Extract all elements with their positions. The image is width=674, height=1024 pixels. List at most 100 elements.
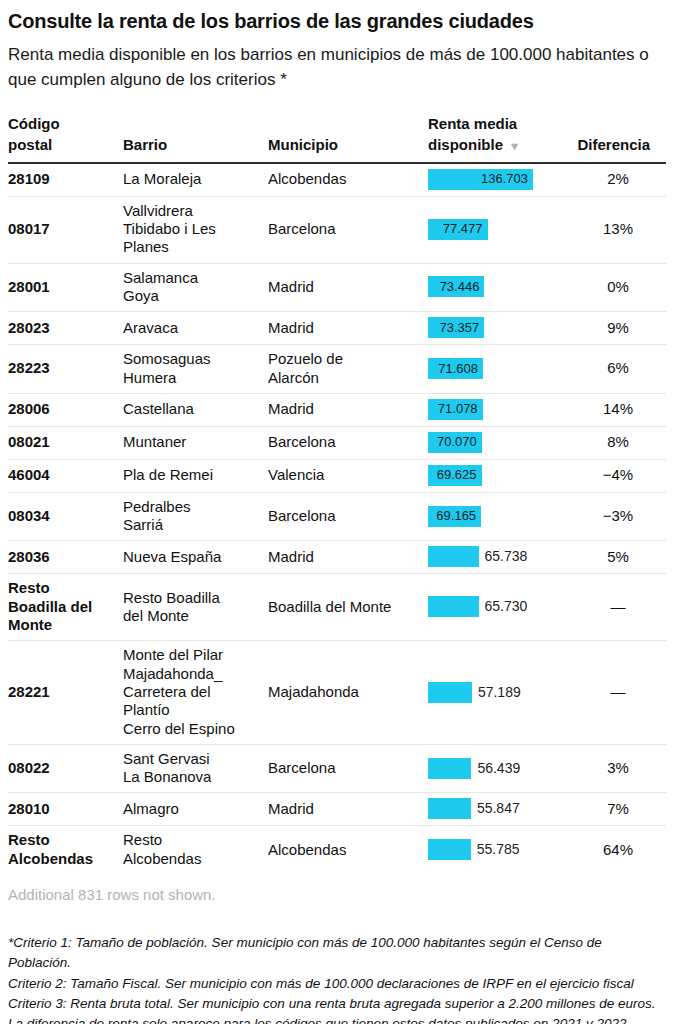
postal-code-cell: 28223 bbox=[8, 359, 123, 377]
income-table: Código postal Barrio Municipio Renta med… bbox=[8, 114, 666, 874]
table-header-row: Código postal Barrio Municipio Renta med… bbox=[8, 114, 666, 164]
municipio-cell: Boadilla del Monte bbox=[268, 598, 428, 616]
income-value-outside: 55.847 bbox=[477, 800, 520, 817]
income-bar: 136.703 bbox=[428, 169, 533, 190]
income-bar-cell: 65.738 bbox=[428, 546, 558, 567]
difference-cell: 5% bbox=[558, 548, 666, 566]
table-row: 28109 La Moraleja Alcobendas 136.703 2% bbox=[8, 164, 666, 196]
municipio-cell: Madrid bbox=[268, 800, 428, 818]
footnote-diferencia: La diferencia de renta solo aparece para… bbox=[8, 1014, 666, 1024]
barrio-cell: Resto Alcobendas bbox=[123, 831, 268, 868]
income-bar bbox=[428, 546, 479, 567]
chart-subtitle: Renta media disponible en los barrios en… bbox=[8, 43, 653, 92]
income-value-inside: 69.165 bbox=[436, 508, 481, 524]
column-header-renta-sortable[interactable]: Renta media disponible ▼ bbox=[428, 114, 558, 155]
difference-cell: 64% bbox=[558, 841, 666, 859]
income-bar-cell: 70.070 bbox=[428, 432, 558, 453]
barrio-cell: Salamanca Goya bbox=[123, 269, 268, 306]
difference-cell: −3% bbox=[558, 507, 666, 525]
income-bar: 69.625 bbox=[428, 465, 482, 486]
income-value-outside: 65.738 bbox=[485, 548, 528, 565]
barrio-cell: La Moraleja bbox=[123, 170, 268, 188]
income-value-inside: 73.357 bbox=[440, 320, 485, 336]
income-bar-cell: 77.477 bbox=[428, 219, 558, 240]
municipio-cell: Madrid bbox=[268, 400, 428, 418]
postal-code-cell: 08017 bbox=[8, 220, 123, 238]
municipio-cell: Pozuelo de Alarcón bbox=[268, 350, 428, 387]
postal-code-cell: 46004 bbox=[8, 466, 123, 484]
municipio-cell: Majadahonda bbox=[268, 683, 428, 701]
column-header-diferencia: Diferencia bbox=[558, 135, 666, 155]
income-value-outside: 57.189 bbox=[478, 684, 521, 701]
income-value-inside: 77.477 bbox=[443, 221, 488, 237]
income-bar-cell: 56.439 bbox=[428, 758, 558, 779]
income-bar-cell: 57.189 bbox=[428, 682, 558, 703]
postal-code-cell: 28001 bbox=[8, 278, 123, 296]
barrio-cell: Resto Boadilla del Monte bbox=[123, 589, 268, 626]
table-row: 08021 Muntaner Barcelona 70.070 8% bbox=[8, 426, 666, 459]
difference-cell: 6% bbox=[558, 359, 666, 377]
table-row: 28001 Salamanca Goya Madrid 73.446 0% bbox=[8, 263, 666, 312]
income-bar-cell: 55.785 bbox=[428, 839, 558, 860]
income-bar-cell: 73.357 bbox=[428, 317, 558, 338]
income-value-outside: 55.785 bbox=[477, 841, 520, 858]
barrio-cell: Pla de Remei bbox=[123, 466, 268, 484]
municipio-cell: Barcelona bbox=[268, 507, 428, 525]
barrio-cell: Vallvidrera Tibidabo i Les Planes bbox=[123, 202, 268, 257]
municipio-cell: Barcelona bbox=[268, 220, 428, 238]
table-row: 28036 Nueva España Madrid 65.738 5% bbox=[8, 540, 666, 573]
municipio-cell: Alcobendas bbox=[268, 170, 428, 188]
income-bar: 69.165 bbox=[428, 506, 481, 527]
income-bar-cell: 69.165 bbox=[428, 506, 558, 527]
municipio-cell: Madrid bbox=[268, 548, 428, 566]
more-rows-note: Additional 831 rows not shown. bbox=[8, 886, 666, 903]
income-bar-cell: 71.608 bbox=[428, 358, 558, 379]
column-header-barrio: Barrio bbox=[123, 135, 268, 155]
barrio-cell: Castellana bbox=[123, 400, 268, 418]
difference-cell: 8% bbox=[558, 433, 666, 451]
income-bar: 71.608 bbox=[428, 358, 483, 379]
barrio-cell: Monte del Pilar Majadahonda_ Carretera d… bbox=[123, 646, 268, 737]
difference-cell: — bbox=[558, 683, 666, 701]
postal-code-cell: 28036 bbox=[8, 548, 123, 566]
income-bar: 71.078 bbox=[428, 399, 483, 420]
income-bar bbox=[428, 839, 471, 860]
footnote-criterio-3: Criterio 3: Renta bruta total. Ser munic… bbox=[8, 994, 666, 1014]
column-header-postal-code: Código postal bbox=[8, 114, 123, 155]
income-bar-cell: 65.730 bbox=[428, 596, 558, 617]
footnote-criterio-1: *Criterio 1: Tamaño de población. Ser mu… bbox=[8, 933, 666, 974]
income-bar-cell: 55.847 bbox=[428, 798, 558, 819]
barrio-cell: Aravaca bbox=[123, 319, 268, 337]
barrio-cell: Nueva España bbox=[123, 548, 268, 566]
table-row: Resto Boadilla del Monte Resto Boadilla … bbox=[8, 573, 666, 640]
difference-cell: 3% bbox=[558, 759, 666, 777]
postal-code-cell: Resto Boadilla del Monte bbox=[8, 579, 123, 634]
table-row: 28223 Somosaguas Humera Pozuelo de Alarc… bbox=[8, 344, 666, 393]
column-header-municipio: Municipio bbox=[268, 135, 428, 155]
postal-code-cell: 28023 bbox=[8, 319, 123, 337]
table-row: 28010 Almagro Madrid 55.847 7% bbox=[8, 792, 666, 825]
sort-desc-icon: ▼ bbox=[508, 139, 521, 154]
income-value-inside: 71.078 bbox=[438, 401, 483, 417]
income-value-inside: 73.446 bbox=[440, 279, 485, 295]
barrio-cell: Almagro bbox=[123, 800, 268, 818]
footnote-criterio-2: Criterio 2: Tamaño Fiscal. Ser municipio… bbox=[8, 974, 666, 994]
income-bar: 70.070 bbox=[428, 432, 482, 453]
municipio-cell: Barcelona bbox=[268, 759, 428, 777]
postal-code-cell: 08034 bbox=[8, 507, 123, 525]
table-row: 28006 Castellana Madrid 71.078 14% bbox=[8, 393, 666, 426]
income-value-inside: 71.608 bbox=[438, 361, 483, 377]
difference-cell: 9% bbox=[558, 319, 666, 337]
column-header-renta-label: Renta media disponible bbox=[428, 115, 517, 152]
income-bar-cell: 73.446 bbox=[428, 276, 558, 297]
municipio-cell: Madrid bbox=[268, 319, 428, 337]
income-bar bbox=[428, 682, 472, 703]
barrio-cell: Muntaner bbox=[123, 433, 268, 451]
income-bar bbox=[428, 798, 471, 819]
page-title: Consulte la renta de los barrios de las … bbox=[8, 10, 666, 33]
postal-code-cell: Resto Alcobendas bbox=[8, 831, 123, 868]
income-value-outside: 65.730 bbox=[485, 598, 528, 615]
income-bar: 77.477 bbox=[428, 219, 488, 240]
difference-cell: 7% bbox=[558, 800, 666, 818]
barrio-cell: Somosaguas Humera bbox=[123, 350, 268, 387]
